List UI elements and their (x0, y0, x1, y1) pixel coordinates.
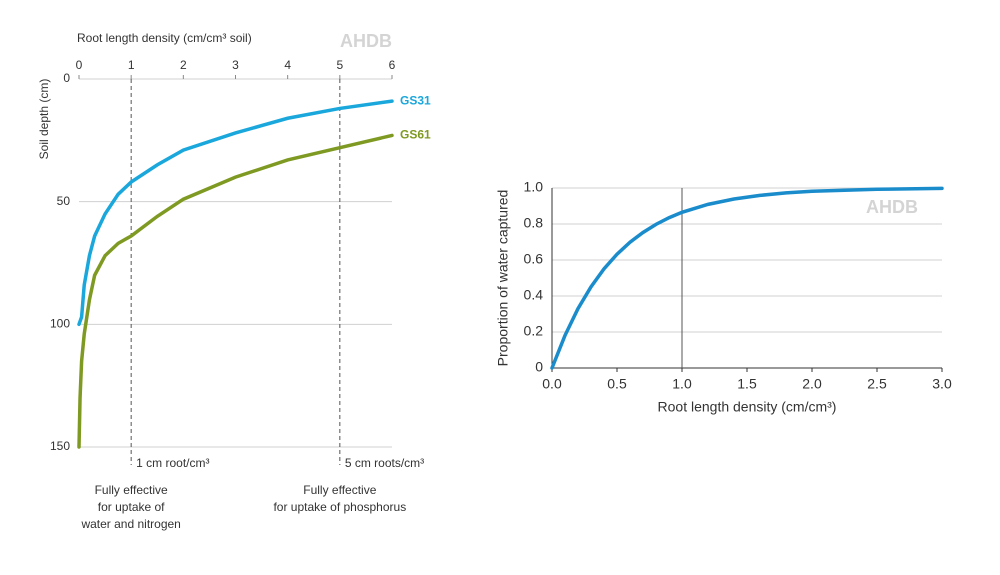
x-tick-label: 0.5 (607, 376, 627, 392)
y-tick-label: 50 (57, 194, 71, 208)
line (550, 186, 944, 370)
y-tick-label: 0.6 (524, 251, 544, 267)
x-tick-label: 0.0 (542, 376, 562, 392)
x-tick-label: 1 (128, 58, 135, 72)
x-tick-label: 5 (336, 58, 343, 72)
reference-label: 1 cm root/cm³ (136, 456, 209, 470)
x-tick-label: 4 (284, 58, 291, 72)
line (77, 99, 394, 327)
watermark: AHDB (340, 31, 392, 51)
x-tick-label: 1.0 (672, 376, 692, 392)
y-axis-label: Proportion of water captured (495, 190, 511, 367)
x-tick-label: 1.5 (737, 376, 757, 392)
reference-note: Fully effective (303, 483, 376, 497)
reference-note: for uptake of phosphorus (273, 500, 406, 514)
y-tick-label: 0 (535, 359, 543, 375)
reference-label: 5 cm roots/cm³ (345, 456, 424, 470)
reference-note: Fully effective (95, 483, 168, 497)
y-axis-label: Soil depth (cm) (37, 79, 51, 160)
watermark: AHDB (866, 197, 918, 217)
y-tick-label: 0 (63, 71, 70, 85)
line (77, 133, 394, 449)
x-tick-label: 2 (180, 58, 187, 72)
x-tick-label: 2.0 (802, 376, 822, 392)
x-tick-label: 6 (389, 58, 396, 72)
x-tick-label: 3.0 (932, 376, 952, 392)
x-tick-label: 0 (76, 58, 83, 72)
y-tick-label: 0.4 (524, 287, 544, 303)
y-tick-label: 100 (50, 317, 70, 331)
series-label: GS61 (400, 128, 431, 142)
x-axis-label: Root length density (cm/cm³) (658, 399, 837, 415)
y-tick-label: 150 (50, 439, 70, 453)
y-tick-label: 0.8 (524, 215, 544, 231)
reference-note: for uptake of (98, 500, 165, 514)
y-tick-label: 0.2 (524, 323, 544, 339)
reference-note: water and nitrogen (80, 517, 180, 531)
x-tick-label: 3 (232, 58, 239, 72)
y-tick-label: 1.0 (524, 179, 544, 195)
x-tick-label: 2.5 (867, 376, 887, 392)
series-label: GS31 (400, 93, 431, 107)
x-axis-label: Root length density (cm/cm³ soil) (77, 31, 252, 45)
